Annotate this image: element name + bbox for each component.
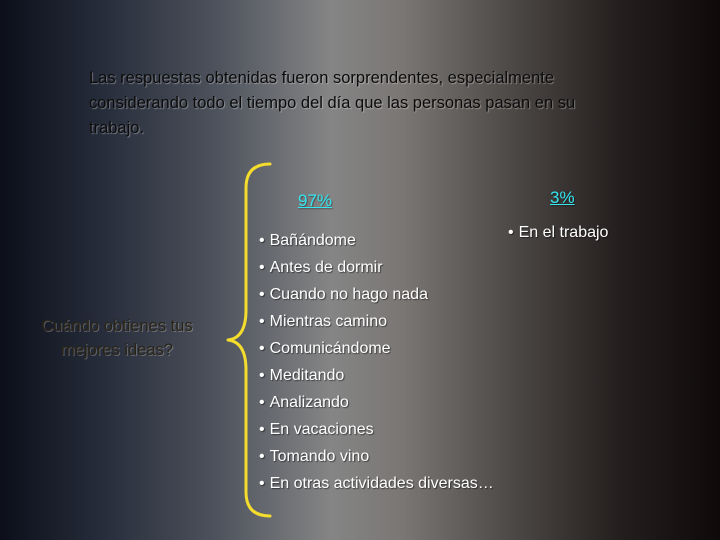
answers-list: Bañándome Antes de dormir Cuando no hago… bbox=[259, 227, 494, 497]
work-answer: En el trabajo bbox=[508, 224, 609, 242]
answer-item: En vacaciones bbox=[259, 416, 494, 443]
answer-item: Tomando vino bbox=[259, 443, 494, 470]
answer-item: Cuando no hago nada bbox=[259, 281, 494, 308]
percent-left-label: 97% bbox=[298, 191, 333, 210]
percent-right-label: 3% bbox=[550, 188, 575, 207]
answer-item: Meditando bbox=[259, 362, 494, 389]
answer-item: Mientras camino bbox=[259, 308, 494, 335]
intro-paragraph: Las respuestas obtenidas fueron sorprend… bbox=[89, 69, 576, 137]
question-text: Cuándo obtienes tus mejores ideas? bbox=[41, 317, 193, 359]
left-curly-brace-icon bbox=[226, 162, 272, 518]
answer-item: En otras actividades diversas… bbox=[259, 470, 494, 497]
answer-item: Comunicándome bbox=[259, 335, 494, 362]
answer-item: Antes de dormir bbox=[259, 254, 494, 281]
answer-item: Bañándome bbox=[259, 227, 494, 254]
answer-item: Analizando bbox=[259, 389, 494, 416]
